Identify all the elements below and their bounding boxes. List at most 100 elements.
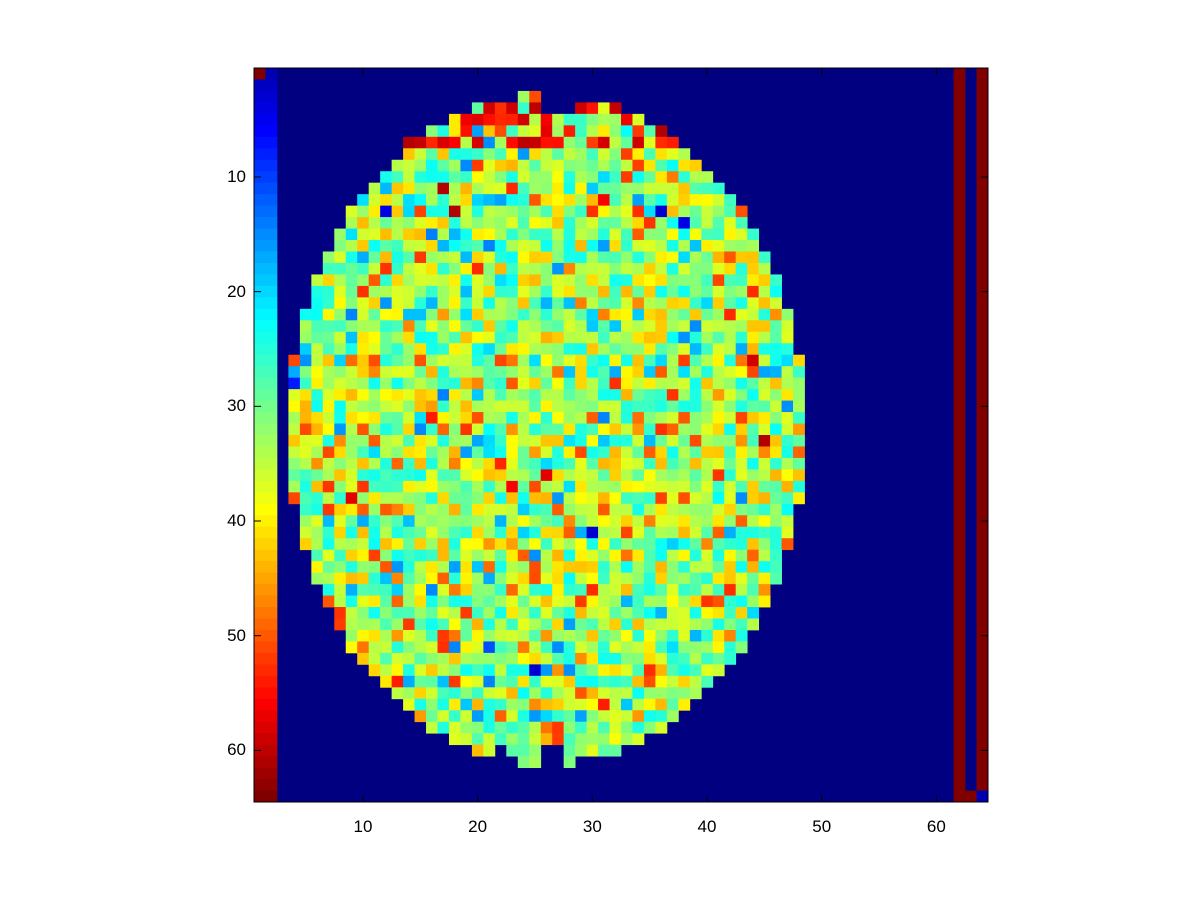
heatmap-cell <box>735 572 748 585</box>
heatmap-cell <box>701 572 714 585</box>
heatmap-cell <box>322 320 335 333</box>
heatmap-cell <box>517 331 530 344</box>
heatmap-cell <box>426 503 438 516</box>
heatmap-cell <box>322 572 335 585</box>
heatmap-cell <box>598 182 610 195</box>
heatmap-cell <box>471 171 484 184</box>
heatmap-cell <box>368 618 381 631</box>
heatmap-cell <box>770 366 782 379</box>
heatmap-cell <box>701 652 714 665</box>
heatmap-cell <box>517 457 530 470</box>
heatmap-cell <box>368 297 381 310</box>
heatmap-cell <box>552 584 565 596</box>
heatmap-cell <box>448 584 461 596</box>
heatmap-cell <box>655 457 668 470</box>
heatmap-cell <box>552 607 565 619</box>
heatmap-cell <box>506 285 519 298</box>
heatmap-cell <box>471 538 484 551</box>
heatmap-cell <box>575 251 587 264</box>
heatmap-cell <box>448 480 461 493</box>
heatmap-cell <box>701 331 714 344</box>
heatmap-cell <box>747 412 760 424</box>
heatmap-cell <box>609 125 622 138</box>
heatmap-cell <box>529 687 542 700</box>
heatmap-cell <box>563 297 576 310</box>
heatmap-cell <box>517 90 530 103</box>
heatmap-cell <box>609 389 622 401</box>
heatmap-cell <box>540 618 553 631</box>
heatmap-cell <box>265 377 278 390</box>
heatmap-cell <box>448 503 461 516</box>
heatmap-cell <box>426 721 438 734</box>
heatmap-cell <box>689 480 702 493</box>
heatmap-cell <box>953 217 966 229</box>
heatmap-cell <box>586 194 599 207</box>
heatmap-cell <box>403 652 415 665</box>
heatmap-cell <box>953 503 966 516</box>
heatmap-cell <box>471 228 484 241</box>
heatmap-cell <box>575 102 587 115</box>
heatmap-cell <box>448 469 461 482</box>
heatmap-cell <box>953 240 966 252</box>
heatmap-cell <box>689 435 702 447</box>
heatmap-cell <box>506 182 519 195</box>
heatmap-cell <box>265 125 278 138</box>
heatmap-cell <box>448 641 461 654</box>
heatmap-cell <box>380 251 393 264</box>
heatmap-cell <box>976 251 989 264</box>
heatmap-cell <box>712 664 725 677</box>
heatmap-cell <box>598 320 610 333</box>
heatmap-cell <box>770 561 782 574</box>
heatmap-cell <box>953 779 966 791</box>
heatmap-cell <box>976 790 989 803</box>
heatmap-cell <box>448 251 461 264</box>
heatmap-cell <box>437 320 450 333</box>
heatmap-cell <box>575 744 587 757</box>
heatmap-cell <box>426 148 438 161</box>
heatmap-cell <box>712 240 725 252</box>
heatmap-cell <box>254 182 266 195</box>
heatmap-cell <box>575 389 587 401</box>
heatmap-cell <box>953 262 966 275</box>
heatmap-cell <box>598 733 610 746</box>
heatmap-cell <box>552 629 565 642</box>
heatmap-cell <box>529 217 542 229</box>
heatmap-cell <box>643 652 656 665</box>
heatmap-cell <box>299 446 312 459</box>
heatmap-cell <box>460 262 473 275</box>
heatmap-cell <box>506 526 519 539</box>
heatmap-cell <box>563 492 576 505</box>
heatmap-cell <box>403 698 415 711</box>
heatmap-cell <box>322 503 335 516</box>
heatmap-cell <box>632 492 645 505</box>
heatmap-cell <box>586 733 599 746</box>
heatmap-cell <box>471 125 484 138</box>
heatmap-cell <box>448 354 461 367</box>
heatmap-cell <box>391 480 404 493</box>
heatmap-cell <box>414 492 427 505</box>
heatmap-cell <box>460 435 473 447</box>
heatmap-cell <box>529 354 542 367</box>
heatmap-cell <box>758 274 771 287</box>
heatmap-cell <box>460 492 473 505</box>
heatmap-cell <box>506 102 519 115</box>
heatmap-cell <box>552 469 565 482</box>
heatmap-cell <box>540 412 553 424</box>
heatmap-cell <box>529 262 542 275</box>
heatmap-cell <box>609 469 622 482</box>
heatmap-cell <box>976 79 989 92</box>
heatmap-cell <box>609 159 622 172</box>
heatmap-cell <box>598 687 610 700</box>
heatmap-cell <box>345 262 358 275</box>
heatmap-cell <box>322 457 335 470</box>
heatmap-cell <box>678 308 691 321</box>
heatmap-cell <box>506 377 519 390</box>
heatmap-cell <box>517 320 530 333</box>
heatmap-cell <box>598 194 610 207</box>
heatmap-cell <box>678 400 691 413</box>
heatmap-cell <box>609 698 622 711</box>
heatmap-cell <box>403 618 415 631</box>
heatmap-cell <box>552 618 565 631</box>
heatmap-cell <box>391 457 404 470</box>
heatmap-cell <box>724 251 737 264</box>
